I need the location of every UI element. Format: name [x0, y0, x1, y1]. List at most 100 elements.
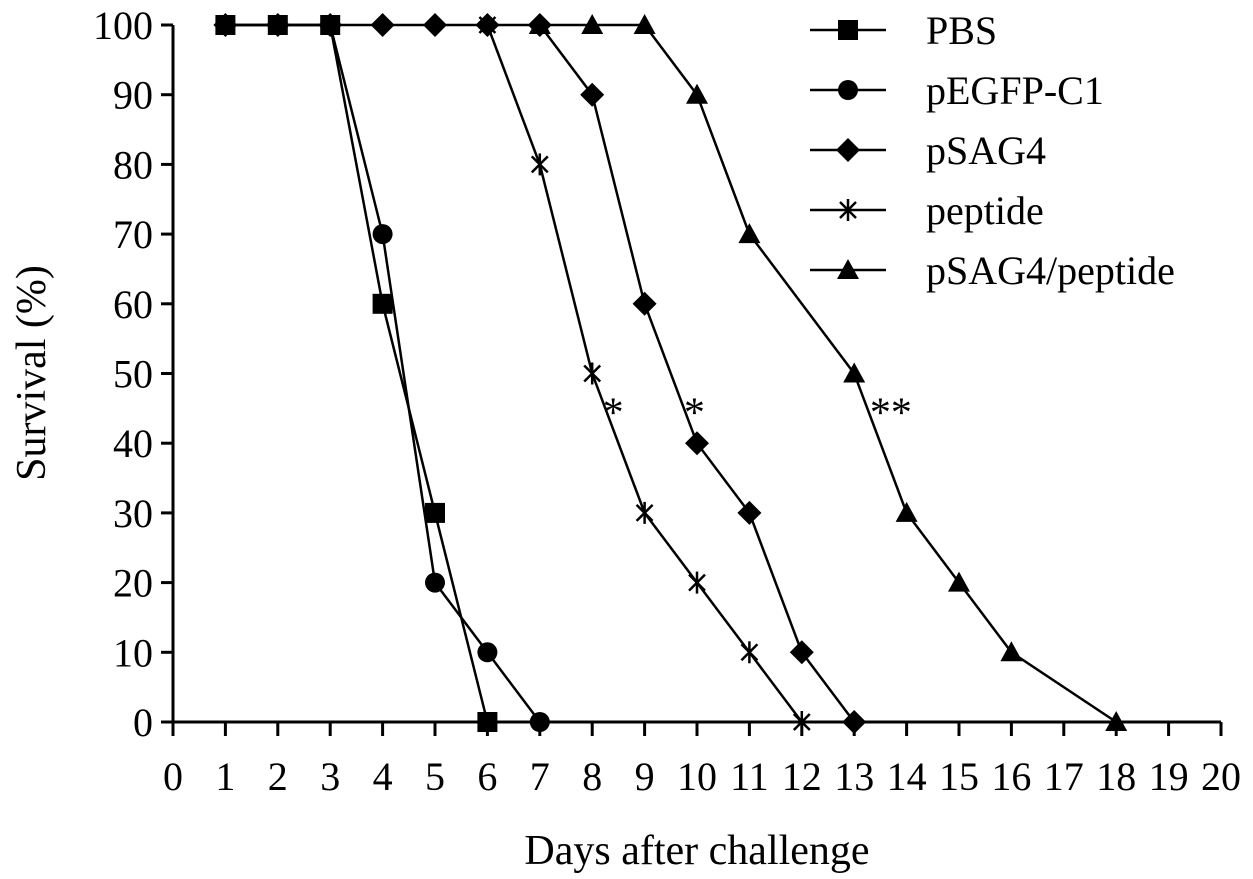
legend-marker — [838, 20, 858, 40]
legend-label: pSAG4/peptide — [926, 248, 1175, 293]
data-point — [633, 14, 656, 34]
legend-item: pEGFP-C1 — [810, 68, 1104, 113]
x-tick-label: 9 — [635, 754, 655, 799]
y-tick-label: 90 — [113, 73, 153, 118]
data-point — [580, 82, 605, 107]
series-line — [225, 23, 856, 723]
data-point — [948, 571, 970, 592]
series-layer — [213, 13, 1128, 734]
data-point — [738, 223, 761, 244]
significance-annotation: * — [684, 390, 705, 436]
y-tick-label: 50 — [113, 352, 153, 397]
data-point — [740, 641, 759, 664]
x-axis-title: Days after challenge — [524, 828, 869, 874]
legend-label: PBS — [926, 8, 997, 53]
x-tick-label: 5 — [425, 754, 445, 799]
y-tick-label: 100 — [93, 3, 153, 48]
data-point — [1105, 711, 1128, 731]
data-point — [737, 500, 762, 525]
data-point — [478, 14, 497, 36]
y-tick-label: 40 — [113, 421, 153, 466]
legend-item: pSAG4 — [810, 128, 1046, 173]
x-tick-label: 17 — [1044, 754, 1084, 799]
y-tick-label: 20 — [113, 561, 153, 606]
legend-marker — [836, 138, 860, 162]
data-point — [632, 291, 657, 316]
x-tick-label: 7 — [530, 754, 550, 799]
data-point — [213, 13, 238, 37]
x-tick-label: 20 — [1201, 754, 1241, 799]
data-point — [635, 501, 654, 524]
x-tick-label: 18 — [1096, 754, 1136, 799]
data-point — [529, 712, 550, 732]
x-tick-label: 14 — [887, 754, 927, 799]
y-axis-title: Survival (%) — [9, 265, 55, 481]
annotations-layer: * * ** — [603, 390, 912, 436]
data-point — [265, 13, 290, 37]
y-tick-label: 70 — [113, 212, 153, 257]
y-tick-label: 60 — [113, 282, 153, 327]
x-tick-label: 0 — [163, 754, 183, 799]
legend-label: pSAG4 — [926, 128, 1046, 173]
data-point — [792, 711, 811, 733]
data-point — [530, 153, 549, 176]
series-psag4 — [213, 13, 867, 734]
data-point — [425, 572, 445, 593]
legend-marker — [838, 80, 858, 100]
data-point — [688, 571, 706, 594]
data-point — [686, 83, 708, 104]
significance-annotation: ** — [870, 390, 912, 436]
data-point — [318, 13, 343, 37]
y-tick-label: 30 — [113, 491, 153, 536]
x-tick-label: 15 — [939, 754, 979, 799]
significance-annotation: * — [603, 390, 624, 436]
data-point — [685, 431, 709, 456]
series-pegfp-c1 — [215, 15, 550, 732]
data-point — [583, 362, 602, 385]
data-point — [423, 13, 447, 37]
series-pbs — [215, 15, 498, 732]
x-tick-label: 19 — [1149, 754, 1189, 799]
data-point — [372, 293, 393, 314]
series-psag4-peptide — [528, 14, 1128, 731]
data-point — [528, 14, 551, 34]
series-line — [539, 23, 1117, 724]
legend-item: pSAG4/peptide — [810, 248, 1175, 293]
data-point — [425, 502, 445, 523]
legend-item: peptide — [810, 188, 1044, 233]
x-tick-label: 13 — [834, 754, 874, 799]
data-point — [789, 640, 814, 665]
legend-marker — [839, 199, 857, 221]
x-tick-label: 1 — [215, 754, 235, 799]
legend-item: PBS — [810, 8, 997, 53]
legend: PBS pEGFP-C1 pSAG4 peptide pSAG4/peptide — [810, 8, 1175, 293]
data-point — [477, 642, 498, 663]
legend-label: peptide — [926, 188, 1044, 233]
x-tick-label: 6 — [477, 754, 497, 799]
x-tick-label: 3 — [320, 754, 340, 799]
y-tick-label: 0 — [133, 700, 153, 745]
series-line — [486, 24, 803, 723]
x-tick-label: 4 — [373, 754, 393, 799]
data-point — [372, 224, 393, 245]
series-line — [225, 23, 541, 723]
data-point — [581, 14, 604, 34]
y-tick-label: 10 — [113, 630, 153, 675]
x-tick-label: 12 — [782, 754, 822, 799]
x-tick-label: 2 — [268, 754, 288, 799]
data-point — [843, 362, 866, 383]
data-point — [1000, 641, 1023, 662]
x-tick-label: 10 — [677, 754, 717, 799]
x-tick-label: 16 — [991, 754, 1031, 799]
x-tick-label: 8 — [582, 754, 602, 799]
data-point — [842, 710, 867, 734]
data-point — [370, 13, 395, 37]
legend-marker — [837, 259, 859, 279]
x-tick-label: 11 — [730, 754, 769, 799]
data-point — [895, 501, 918, 522]
legend-label: pEGFP-C1 — [926, 68, 1104, 113]
y-tick-label: 80 — [113, 142, 153, 187]
